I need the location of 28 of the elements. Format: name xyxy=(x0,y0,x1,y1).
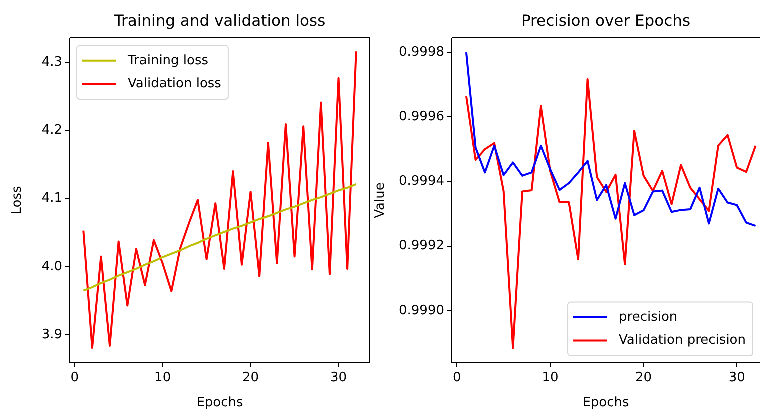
x-tick-label: 30 xyxy=(728,370,746,386)
legend-label: precision xyxy=(619,310,678,325)
x-tick-label: 30 xyxy=(330,370,348,386)
y-tick-label: 0.9996 xyxy=(399,110,444,125)
legend-label: Validation precision xyxy=(619,333,746,348)
y-tick-label: 4.2 xyxy=(42,123,62,138)
y-tick-label: 4.3 xyxy=(42,54,62,70)
chart-title: Precision over Epochs xyxy=(521,12,691,30)
legend-label: Validation loss xyxy=(128,76,222,92)
x-tick-label: 0 xyxy=(452,370,462,386)
x-axis-title: Epochs xyxy=(196,396,244,411)
x-tick-label: 0 xyxy=(70,370,79,386)
y-tick-label: 4.0 xyxy=(42,259,62,274)
x-tick-label: 10 xyxy=(154,370,172,386)
x-tick-label: 20 xyxy=(242,370,260,386)
y-tick-label: 4.1 xyxy=(42,191,62,206)
y-tick-label: 3.9 xyxy=(42,327,62,342)
y-axis-title: Loss xyxy=(10,186,26,215)
y-tick-label: 0.9998 xyxy=(399,44,444,60)
legend-label: Training loss xyxy=(127,53,209,68)
x-axis-title: Epochs xyxy=(582,396,630,411)
chart-title: Training and validation loss xyxy=(113,12,326,30)
x-tick-label: 20 xyxy=(636,370,652,386)
y-axis-title: Value xyxy=(373,182,388,218)
y-tick-label: 0.9992 xyxy=(399,238,444,254)
y-tick-label: 0.9994 xyxy=(399,174,444,190)
x-tick-label: 10 xyxy=(542,370,559,386)
y-tick-label: 0.9990 xyxy=(399,303,444,318)
